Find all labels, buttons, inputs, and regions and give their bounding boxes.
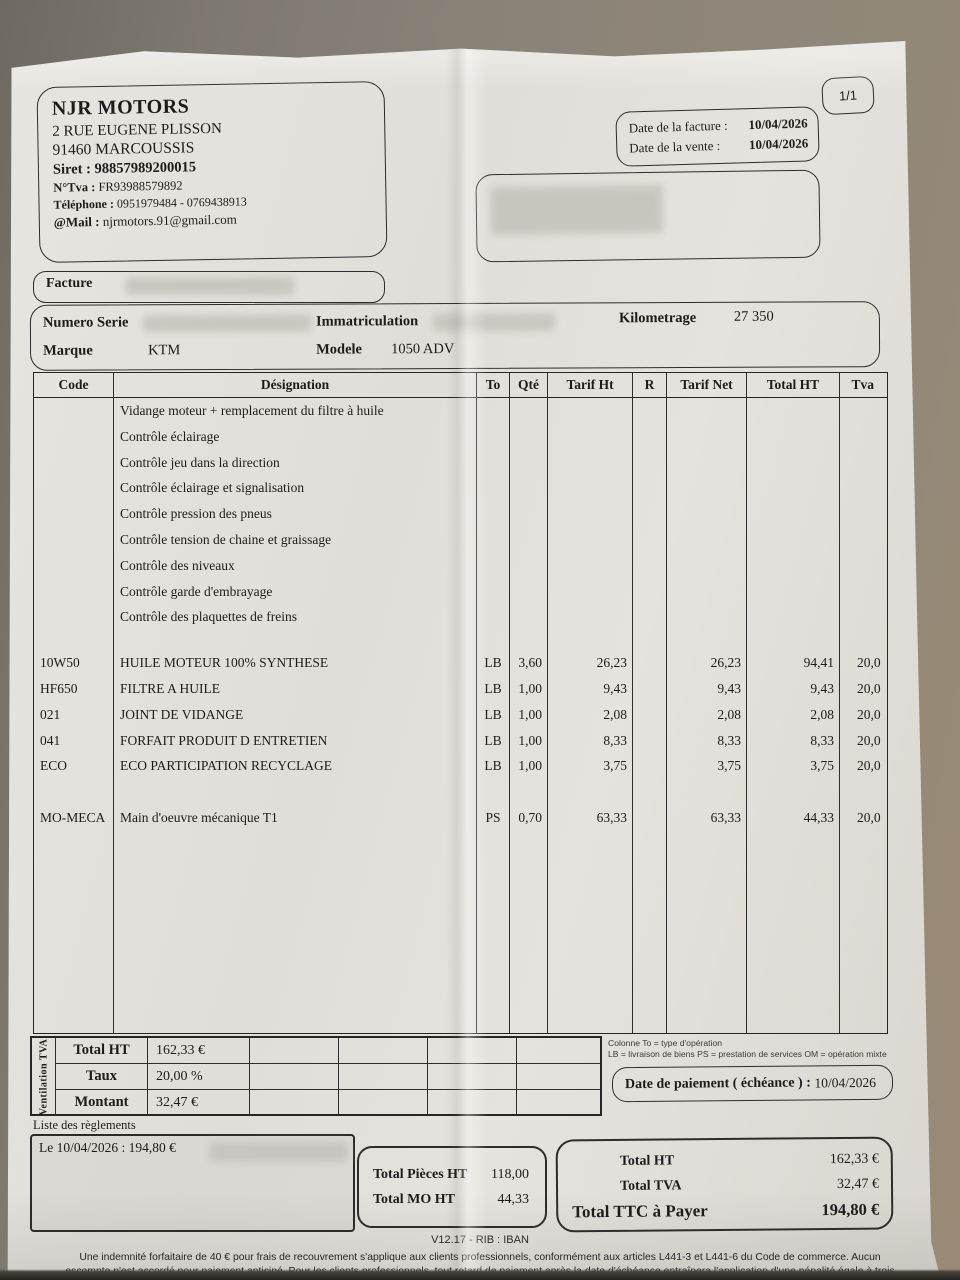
total-ttc-row: Total TTC à Payer 194,80 € bbox=[558, 1197, 891, 1225]
invoice-title-box: Facture bbox=[33, 271, 385, 303]
item-row: ECO ECO PARTICIPATION RECYCLAGE LB 1,00 3,75… bbox=[34, 753, 887, 780]
item-row: 10W50 HUILE MOTEUR 100% SYNTHESE LB 3,60 26,… bbox=[34, 650, 887, 676]
service-row: Contrôle éclairage et signalisation bbox=[34, 475, 887, 502]
service-row: Vidange moteur + remplacement du filtre … bbox=[34, 398, 887, 424]
header-designation: Désignation bbox=[114, 373, 477, 397]
spacer-row bbox=[34, 630, 887, 651]
km-label: Kilometrage bbox=[618, 309, 697, 327]
sale-date-label: Date de la vente : bbox=[629, 137, 721, 156]
brand-value: KTM bbox=[148, 342, 181, 359]
service-row: Contrôle garde d'embrayage bbox=[34, 578, 887, 605]
desk-shadow-strip bbox=[0, 1269, 960, 1280]
service-row: Contrôle éclairage bbox=[34, 423, 887, 450]
vat-rate-label: Taux bbox=[56, 1064, 148, 1090]
serial-label: Numero Serie bbox=[42, 314, 129, 331]
total-ttc-label: Total TTC à Payer bbox=[572, 1201, 708, 1222]
service-row: Contrôle pression des pneus bbox=[34, 501, 887, 527]
total-ht-label: Total HT bbox=[619, 1153, 675, 1169]
subtotals-box: Total Pièces HT 118,00 Total MO HT 44,33 bbox=[357, 1146, 547, 1228]
header-tarif-ht: Tarif Ht bbox=[548, 373, 633, 397]
payment-due-value: 10/04/2026 bbox=[814, 1074, 877, 1090]
pieces-subtotal-row: Total Pièces HT 118,00 bbox=[373, 1162, 533, 1187]
payment-due-box: Date de paiement ( échéance ) : 10/04/20… bbox=[611, 1064, 894, 1103]
payment-method-redacted bbox=[210, 1142, 348, 1162]
total-ht-row: Total HT 162,33 € bbox=[558, 1147, 891, 1175]
service-row: Contrôle des plaquettes de freins bbox=[34, 604, 887, 631]
header-tarif-net: Tarif Net bbox=[667, 373, 747, 397]
labor-subtotal-label: Total MO HT bbox=[373, 1192, 455, 1207]
header-code: Code bbox=[34, 373, 114, 397]
pieces-subtotal-label: Total Pièces HT bbox=[373, 1167, 468, 1182]
total-tva-value: 32,47 € bbox=[836, 1176, 880, 1193]
total-ht-value: 162,33 € bbox=[829, 1151, 879, 1168]
spacer-row bbox=[34, 779, 887, 806]
operation-type-note: Colonne To = type d'opération LB = livra… bbox=[608, 1038, 887, 1059]
table-header-row: Code Désignation To Qté Tarif Ht R Tarif… bbox=[34, 373, 887, 398]
sale-date-row: Date de la vente : 10/04/2026 bbox=[629, 133, 808, 158]
vat-amount-value: 32,47 € bbox=[148, 1090, 250, 1115]
registration-label: Immatriculation bbox=[315, 313, 419, 330]
payments-list-box: Le 10/04/2026 : 194,80 € bbox=[30, 1134, 355, 1232]
km-value: 27 350 bbox=[733, 308, 774, 325]
vehicle-info-box: Numero Serie Immatriculation Kilometrage… bbox=[29, 301, 881, 371]
payments-list-title: Liste des règlements bbox=[33, 1118, 136, 1132]
company-info-box: NJR MOTORS 2 RUE EUGENE PLISSON 91460 MA… bbox=[36, 80, 388, 264]
payment-due-label: Date de paiement ( échéance ) : bbox=[624, 1074, 811, 1092]
invoice-date-value: 10/04/2026 bbox=[748, 115, 808, 133]
empty-fill-row bbox=[34, 830, 887, 1033]
vat-section-label: Ventilation TVA bbox=[32, 1038, 56, 1115]
invoice-date-label: Date de la facture : bbox=[628, 117, 728, 136]
total-ttc-value: 194,80 € bbox=[821, 1199, 880, 1220]
vat-amount-label: Montant bbox=[56, 1090, 148, 1115]
page-indicator: 1/1 bbox=[821, 75, 875, 116]
vat-total-ht-value: 162,33 € bbox=[148, 1038, 250, 1064]
header-tva: Tva bbox=[851, 377, 875, 392]
item-row: 021 JOINT DE VIDANGE LB 1,00 2,08 2,08 2,08 20,… bbox=[34, 701, 887, 728]
header-qte: Qté bbox=[510, 373, 548, 397]
service-row: Contrôle tension de chaine et graissage bbox=[34, 526, 887, 553]
header-r: R bbox=[633, 373, 667, 397]
legal-line-1: Une indemnité forfaitaire de 40 € pour f… bbox=[79, 1252, 881, 1263]
model-label: Modele bbox=[316, 341, 362, 358]
grand-totals-box: Total HT 162,33 € Total TVA 32,47 € Tota… bbox=[555, 1136, 894, 1233]
pieces-subtotal-value: 118,00 bbox=[491, 1167, 529, 1182]
header-total-ht: Total HT bbox=[747, 373, 840, 397]
dates-box: Date de la facture : 10/04/2026 Date de … bbox=[615, 106, 820, 167]
company-name: NJR MOTORS bbox=[51, 95, 190, 120]
registration-redacted bbox=[432, 313, 555, 332]
customer-redacted bbox=[490, 184, 664, 236]
vat-breakdown-table: Ventilation TVA Total HT 162,33 € Taux 2… bbox=[30, 1036, 602, 1116]
sale-date-value: 10/04/2026 bbox=[748, 135, 809, 153]
service-row: Contrôle jeu dans la direction bbox=[34, 449, 887, 476]
brand-label: Marque bbox=[43, 342, 93, 359]
service-row: Contrôle des niveaux bbox=[34, 552, 887, 579]
labor-subtotal-row: Total MO HT 44,33 bbox=[373, 1187, 533, 1212]
payment-entry: Le 10/04/2026 : 194,80 € bbox=[39, 1140, 176, 1155]
header-to: To bbox=[477, 373, 510, 397]
total-tva-row: Total TVA 32,47 € bbox=[558, 1172, 891, 1200]
item-row: HF650 FILTRE A HUILE LB 1,00 9,43 9,43 9,43 20,… bbox=[34, 675, 887, 702]
labor-row: MO-MECA Main d'oeuvre mécanique T1 PS 0,70 6… bbox=[34, 805, 887, 831]
model-value: 1050 ADV bbox=[391, 341, 455, 358]
items-table: Code Désignation To Qté Tarif Ht R Tarif… bbox=[33, 372, 888, 1034]
invoice-title: Facture bbox=[46, 276, 93, 291]
invoice-number-redacted bbox=[126, 277, 294, 295]
labor-subtotal-value: 44,33 bbox=[497, 1192, 530, 1207]
customer-box bbox=[475, 169, 821, 263]
vat-total-ht-label: Total HT bbox=[56, 1038, 148, 1064]
item-row: 041 FORFAIT PRODUIT D ENTRETIEN LB 1,00 8,33… bbox=[34, 727, 887, 754]
serial-redacted bbox=[142, 314, 311, 333]
company-email: @Mail : njrmotors.91@gmail.com bbox=[53, 211, 237, 230]
vat-rate-value: 20,00 % bbox=[148, 1064, 250, 1090]
total-tva-label: Total TVA bbox=[619, 1178, 682, 1194]
version-rib-line: V12.17 - RIB : IBAN bbox=[431, 1234, 529, 1246]
